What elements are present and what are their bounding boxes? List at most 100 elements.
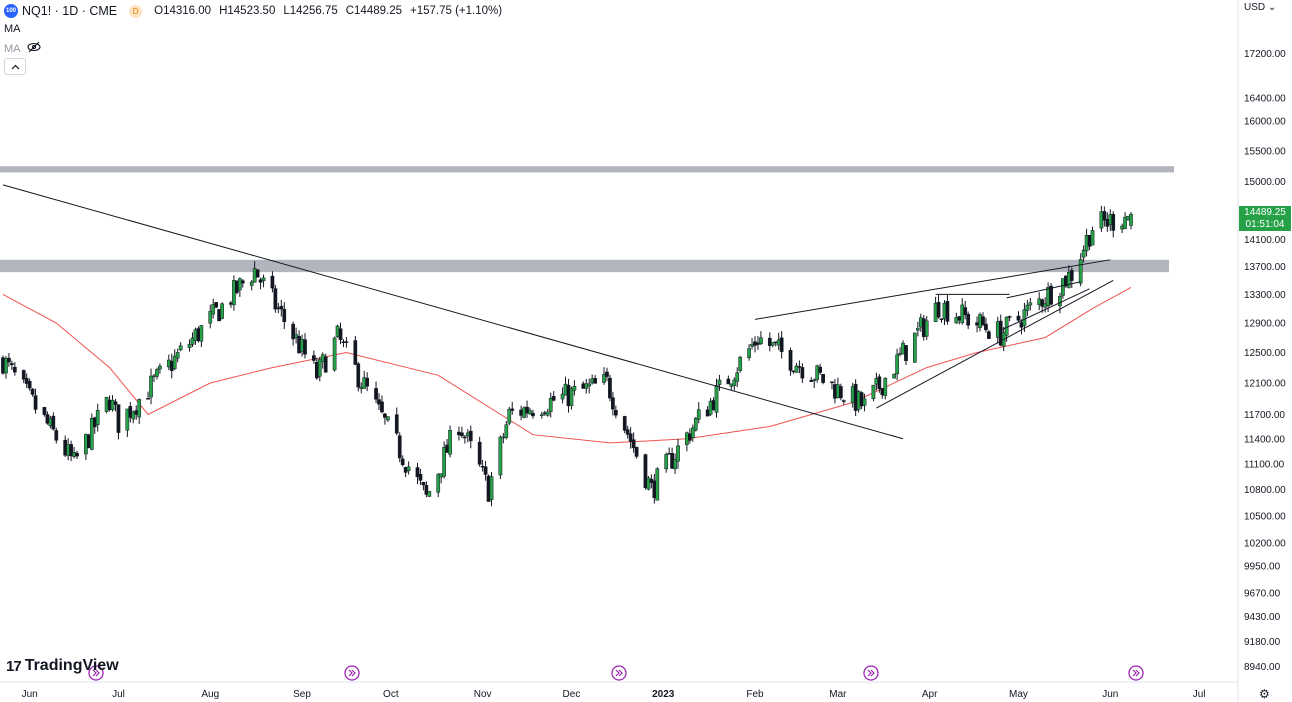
candle-body [89,418,94,450]
price-axis[interactable]: 17200.00 16400.00 16000.00 15500.00 15000.00… [1244,49,1286,673]
candle-body [21,370,26,380]
candle-body [779,337,784,352]
time-axis-label: Apr [922,689,938,700]
candle-body [788,350,793,371]
candle-body [862,398,867,406]
candle-body [291,323,295,340]
candle-body [424,485,429,495]
time-axis[interactable]: Jun Jul Aug Sep Oct Nov Dec 2023 Feb Mar Apr May Jun… [22,689,1206,700]
candle-body [317,359,322,377]
candle-body [602,374,606,383]
candle-body [220,303,224,319]
time-axis-label: Aug [201,689,219,700]
candle-body [1078,259,1083,284]
candle-body [913,332,917,363]
symbol-legend: 100 NQ1! · 1D · CME D O14316.00 H14523.5… [4,3,502,19]
candle-body [643,454,648,488]
candle-body [963,307,968,315]
candle-body [1123,216,1127,229]
candle-body [394,414,399,434]
price-axis-label: 9950.00 [1244,562,1281,573]
candle-body [240,280,245,284]
indicator-ma-2[interactable]: MA [4,41,41,56]
candle-body [380,401,384,413]
candle-body [628,433,633,442]
candle-body [714,385,719,413]
time-axis-label: Oct [383,689,399,700]
gear-icon[interactable]: ⚙ [1259,687,1270,701]
candle-body [1040,299,1045,307]
currency-selector[interactable]: USD ⌄ [1244,2,1276,13]
forward-arrows-icon [1132,669,1140,677]
candle-body [1007,316,1012,318]
candle-body [841,400,846,402]
collapse-legend-button[interactable] [4,58,26,75]
candle-body [747,348,751,358]
candle-body [415,467,420,478]
candle-body [531,412,535,417]
candle-body [871,384,876,399]
candle-body [1102,211,1107,221]
candle-body [625,429,630,435]
candle-body [273,288,278,310]
candle-body [560,393,565,400]
trendline[interactable] [2,184,904,440]
time-axis-label: Feb [746,689,764,700]
forward-arrows-icon [615,669,623,677]
time-axis-label: 2023 [652,689,675,700]
candle-body [1058,295,1062,307]
symbol-logo[interactable]: 100 [4,4,18,18]
event-marker[interactable] [611,665,627,681]
last-price-tag: 14489.25 01:51:04 [1239,206,1291,231]
delayed-data-badge[interactable]: D [129,4,143,18]
candle-body [477,441,482,465]
candle-body [442,446,446,477]
price-axis-label: 8940.00 [1244,662,1281,673]
trendline[interactable] [754,259,1111,320]
price-axis-label: 16000.00 [1244,117,1286,128]
price-axis-label: 14100.00 [1244,235,1286,246]
candle-body [539,414,544,416]
candle-body [608,377,612,399]
forward-arrows-icon [92,669,100,677]
candle-body [125,408,130,431]
candle-body [190,337,195,345]
time-axis-label: May [1009,689,1028,700]
price-axis-label: 15500.00 [1244,146,1286,157]
candle-body [323,356,328,373]
candle-body [338,328,343,340]
candle-body [113,401,118,405]
trendline[interactable] [876,279,1114,409]
symbol-title[interactable]: NQ1! · 1D · CME [22,4,118,18]
open-value: O14316.00 [154,5,212,17]
high-value: H14523.50 [219,5,276,17]
candle-body [821,374,825,383]
trendline[interactable] [1006,281,1081,299]
event-marker[interactable] [1128,665,1144,681]
candle-body [611,397,615,410]
event-marker[interactable] [344,665,360,681]
forward-arrows-icon [867,669,875,677]
price-axis-label: 10800.00 [1244,485,1286,496]
candle-body [155,369,159,377]
candle-body [1004,316,1009,336]
trendline[interactable] [1000,288,1090,331]
event-marker[interactable] [863,665,879,681]
candle-body [175,352,180,359]
tradingview-logo[interactable]: 17 TradingView [6,657,119,675]
candle-body [507,408,512,424]
price-axis-label: 13700.00 [1244,262,1286,273]
candle-body [42,407,47,415]
candle-body [158,365,162,370]
candle-body [981,316,985,325]
candle-body [545,411,550,416]
eye-hidden-icon[interactable] [26,41,41,56]
candle-body [696,409,701,420]
candle-body [631,439,636,449]
candle-body [131,411,136,420]
event-marker[interactable] [88,665,104,681]
low-value: L14256.75 [283,5,338,17]
indicator-ma-1[interactable]: MA [4,23,21,35]
candle-body [655,468,660,501]
